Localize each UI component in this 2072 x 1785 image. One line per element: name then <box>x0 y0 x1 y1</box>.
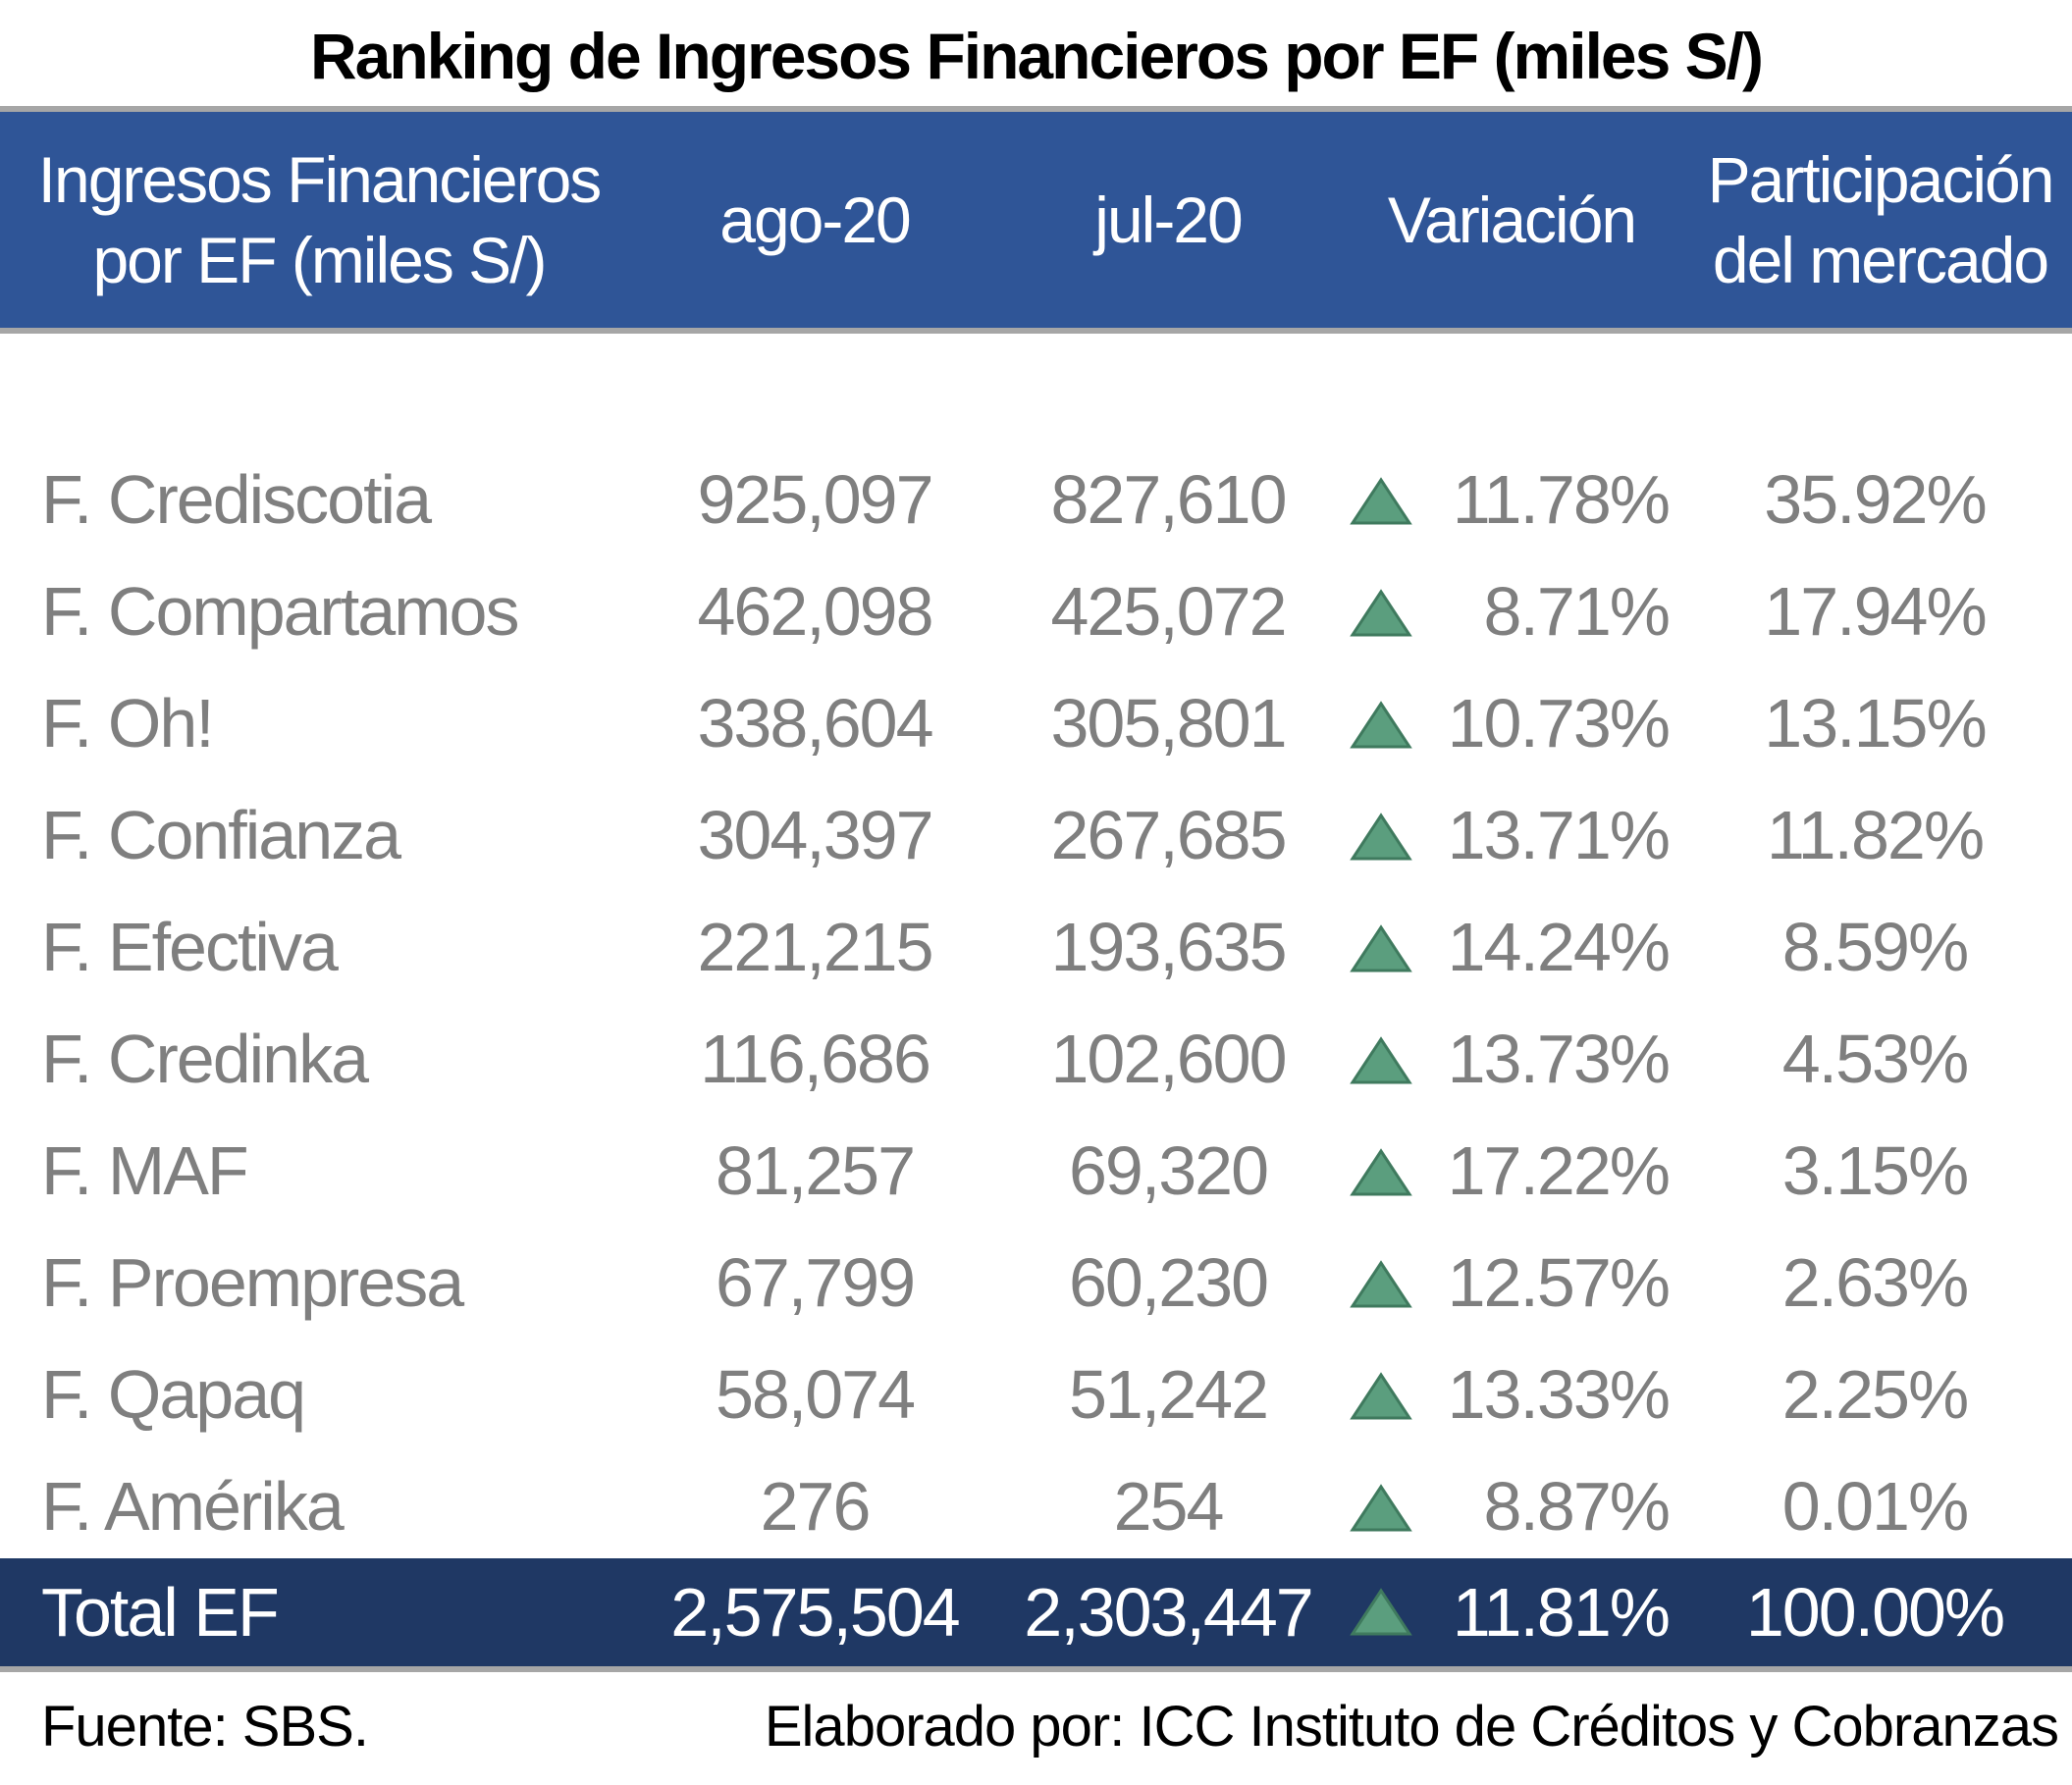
total-jul: 2,303,447 <box>1024 1574 1313 1651</box>
header-jul: jul-20 <box>1094 183 1243 256</box>
total-name: Total EF <box>41 1574 280 1651</box>
row-name: F. Proempresa <box>41 1244 464 1321</box>
row-variation: 14.24% <box>1447 909 1671 985</box>
row-variation: 13.73% <box>1447 1021 1671 1097</box>
row-jul: 425,072 <box>1050 573 1287 650</box>
row-name: F. Compartamos <box>41 573 519 650</box>
header-share-line1: Participación <box>1707 142 2055 216</box>
total-share: 100.00% <box>1745 1574 2005 1651</box>
row-name: F. Confianza <box>41 797 401 873</box>
row-share: 2.25% <box>1781 1356 1969 1433</box>
row-name: F. Crediscotia <box>41 461 432 538</box>
row-variation: 11.78% <box>1452 461 1671 538</box>
total-row: Total EF 2,575,504 2,303,447 11.81% 100.… <box>0 1558 2072 1672</box>
table-title: Ranking de Ingresos Financieros por EF (… <box>309 20 1764 92</box>
row-name: F. Oh! <box>41 685 215 761</box>
row-share: 35.92% <box>1764 461 1987 538</box>
row-ago: 58,074 <box>715 1356 916 1433</box>
header-variation: Variación <box>1387 183 1637 256</box>
table-row: F. Credinka 116,686 102,600 13.73% 4.53% <box>0 1003 2072 1115</box>
row-name: F. Efectiva <box>41 909 339 985</box>
row-ago: 462,098 <box>697 573 933 650</box>
header-name: Ingresos Financieros por EF (miles S/) <box>0 112 638 328</box>
row-name: F. Qapaq <box>41 1356 306 1433</box>
row-variation: 10.73% <box>1447 685 1671 761</box>
row-share: 3.15% <box>1781 1132 1969 1209</box>
row-variation: 13.33% <box>1447 1356 1671 1433</box>
table-row: F. Qapaq 58,074 51,242 13.33% 2.25% <box>0 1339 2072 1450</box>
header-ago: ago-20 <box>719 183 912 256</box>
row-share: 8.59% <box>1781 909 1969 985</box>
header-name-line1: Ingresos Financieros <box>37 142 603 216</box>
table-row: F. Compartamos 462,098 425,072 8.71% 17.94% <box>0 555 2072 667</box>
table-row: F. Crediscotia 925,097 827,610 11.78% 35.92% <box>0 444 2072 555</box>
table-row: F. Confianza 304,397 267,685 13.71% 11.82% <box>0 779 2072 891</box>
triangle-up-icon <box>1350 1450 1414 1562</box>
header-name-line2: por EF (miles S/) <box>92 224 547 296</box>
total-variation: 11.81% <box>1452 1574 1671 1651</box>
table-row: F. MAF 81,257 69,320 17.22% 3.15% <box>0 1115 2072 1227</box>
row-jul: 305,801 <box>1050 685 1287 761</box>
row-jul: 267,685 <box>1050 797 1287 873</box>
triangle-up-icon <box>1350 444 1414 555</box>
row-ago: 338,604 <box>697 685 933 761</box>
row-variation: 8.87% <box>1483 1468 1671 1545</box>
row-jul: 60,230 <box>1068 1244 1269 1321</box>
credit-note: Elaborado por: ICC Instituto de Créditos… <box>764 1695 2059 1759</box>
row-share: 2.63% <box>1781 1244 1969 1321</box>
row-name: F. Amérika <box>41 1468 345 1545</box>
row-share: 17.94% <box>1764 573 1987 650</box>
row-ago: 304,397 <box>697 797 933 873</box>
row-name: F. MAF <box>41 1132 249 1209</box>
row-variation: 12.57% <box>1447 1244 1671 1321</box>
row-share: 4.53% <box>1781 1021 1969 1097</box>
table-row: F. Efectiva 221,215 193,635 14.24% 8.59% <box>0 891 2072 1003</box>
row-jul: 51,242 <box>1068 1356 1269 1433</box>
row-jul: 102,600 <box>1050 1021 1287 1097</box>
row-name: F. Credinka <box>41 1021 369 1097</box>
table-row: F. Amérika 276 254 8.87% 0.01% <box>0 1450 2072 1562</box>
row-ago: 67,799 <box>715 1244 916 1321</box>
triangle-up-icon <box>1350 555 1414 667</box>
row-variation: 8.71% <box>1483 573 1671 650</box>
row-jul: 254 <box>1113 1468 1225 1545</box>
row-variation: 13.71% <box>1447 797 1671 873</box>
triangle-up-icon <box>1350 1115 1414 1227</box>
row-share: 11.82% <box>1766 797 1985 873</box>
table-row: F. Oh! 338,604 305,801 10.73% 13.15% <box>0 667 2072 779</box>
row-share: 13.15% <box>1764 685 1987 761</box>
row-ago: 276 <box>760 1468 872 1545</box>
triangle-up-icon <box>1350 1558 1414 1666</box>
row-jul: 193,635 <box>1050 909 1287 985</box>
row-ago: 116,686 <box>700 1021 931 1097</box>
row-variation: 17.22% <box>1447 1132 1671 1209</box>
table-row: F. Proempresa 67,799 60,230 12.57% 2.63% <box>0 1227 2072 1339</box>
total-ago: 2,575,504 <box>670 1574 960 1651</box>
row-ago: 81,257 <box>715 1132 916 1209</box>
triangle-up-icon <box>1350 1339 1414 1450</box>
row-jul: 827,610 <box>1050 461 1287 538</box>
triangle-up-icon <box>1350 1227 1414 1339</box>
row-share: 0.01% <box>1781 1468 1969 1545</box>
header-share-line2: del mercado <box>1712 224 2049 296</box>
triangle-up-icon <box>1350 667 1414 779</box>
row-jul: 69,320 <box>1068 1132 1269 1209</box>
row-ago: 221,215 <box>697 909 933 985</box>
table-header: Ingresos Financieros por EF (miles S/) a… <box>0 106 2072 334</box>
header-share: Participación del mercado <box>1688 112 2072 328</box>
triangle-up-icon <box>1350 779 1414 891</box>
row-ago: 925,097 <box>697 461 933 538</box>
triangle-up-icon <box>1350 1003 1414 1115</box>
source-note: Fuente: SBS. <box>41 1695 369 1759</box>
triangle-up-icon <box>1350 891 1414 1003</box>
